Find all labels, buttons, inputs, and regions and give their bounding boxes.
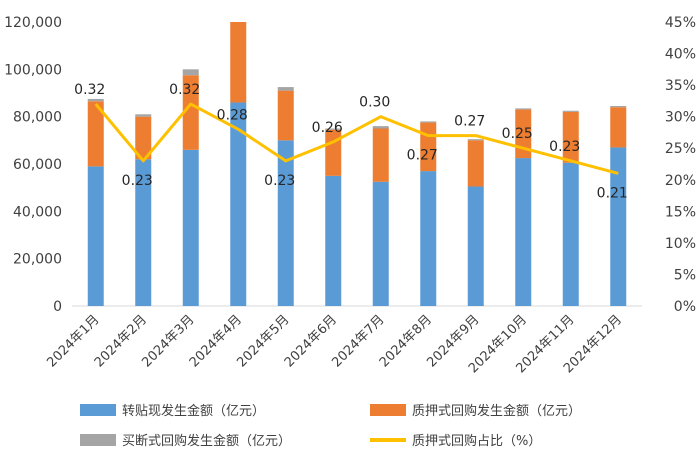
bar-segment-pledged-repo (135, 116, 152, 160)
ratio-data-label: 0.23 (549, 139, 580, 155)
bar-segment-discount (325, 175, 342, 306)
bar-segment-outright-repo (135, 114, 152, 117)
bar-segment-discount (87, 166, 104, 306)
ratio-data-label: 0.21 (597, 185, 628, 201)
y-right-tick-label: 40% (665, 47, 696, 63)
bar-segment-discount (515, 158, 532, 306)
ratio-data-label: 0.27 (407, 148, 438, 164)
y-right-tick-label: 0% (674, 299, 696, 315)
y-right-tick-label: 10% (665, 236, 696, 252)
y-left-tick-label: 100,000 (4, 62, 62, 78)
bar-segment-pledged-repo (87, 101, 104, 167)
legend-item-pledged-ratio: 质押式回购占比（%） (370, 430, 541, 449)
bar-segment-pledged-repo (230, 22, 247, 103)
bar-segment-outright-repo (87, 98, 104, 102)
bar-segment-discount (420, 171, 437, 306)
ratio-data-label: 0.30 (359, 95, 390, 111)
ratio-data-label: 0.23 (264, 173, 295, 189)
legend-swatch-outright-repo (80, 433, 116, 446)
ratio-data-label: 0.23 (122, 173, 153, 189)
bar-segment-discount (277, 140, 294, 306)
y-left-tick-label: 40,000 (13, 204, 62, 220)
bar-segment-outright-repo (420, 121, 437, 123)
ratio-data-label: 0.32 (169, 82, 200, 98)
bar-segment-outright-repo (467, 139, 484, 141)
y-right-tick-label: 15% (665, 204, 696, 220)
y-right-tick-label: 25% (665, 141, 696, 157)
bar-segment-pledged-repo (372, 128, 389, 182)
y-left-tick-label: 20,000 (13, 252, 62, 268)
bar-segment-pledged-repo (182, 75, 199, 150)
bar-segment-discount (182, 149, 199, 306)
legend-swatch-pledged-ratio (370, 437, 406, 442)
ratio-data-label: 0.26 (312, 120, 343, 136)
bar-segment-pledged-repo (610, 107, 627, 148)
ratio-data-label: 0.25 (502, 126, 533, 142)
bar-segment-discount (372, 181, 389, 306)
y-right-tick-label: 35% (665, 78, 696, 94)
bar-segment-outright-repo (277, 87, 294, 91)
chart-plot: 0 20,000 40,000 60,000 80,000 100,000 120,000 0… (4, 15, 696, 376)
bar-segment-discount (562, 162, 579, 306)
y-right-tick-label: 45% (665, 15, 696, 31)
legend-swatch-discount (80, 403, 116, 416)
legend-item-outright-repo: 买断式回购发生金额（亿元） (80, 430, 291, 449)
bar-segment-pledged-repo (325, 129, 342, 176)
bar-segment-pledged-repo (467, 140, 484, 187)
bar-segment-discount (467, 186, 484, 306)
bar-segment-outright-repo (325, 128, 342, 130)
y-left-tick-label: 80,000 (13, 110, 62, 126)
legend-item-discount: 转贴现发生金额（亿元） (80, 400, 265, 419)
y-right-tick-label: 30% (665, 110, 696, 126)
bar-segment-discount (230, 102, 247, 306)
y-right-tick-label: 20% (665, 173, 696, 189)
legend-label-pledged-repo: 质押式回购发生金额（亿元） (412, 404, 582, 419)
ratio-data-label: 0.28 (217, 107, 248, 123)
bar-segment-pledged-repo (562, 111, 579, 163)
ratio-data-label: 0.27 (454, 114, 485, 130)
ratio-line (94, 102, 619, 175)
legend-label-outright-repo: 买断式回购发生金额（亿元） (122, 434, 292, 449)
legend-item-pledged-repo: 质押式回购发生金额（亿元） (370, 400, 581, 419)
legend-label-discount: 转贴现发生金额（亿元） (122, 404, 266, 419)
bar-segment-outright-repo (515, 108, 532, 110)
ratio-data-label: 0.32 (74, 82, 105, 98)
legend-label-pledged-ratio: 质押式回购占比（%） (412, 434, 542, 449)
y-left-tick-label: 120,000 (4, 15, 62, 31)
bar-segment-outright-repo (182, 69, 199, 76)
bar-segment-outright-repo (372, 126, 389, 129)
bar-segment-discount (610, 147, 627, 306)
bar-segment-outright-repo (562, 110, 579, 112)
y-right-tick-label: 5% (674, 267, 696, 283)
y-left-tick-label: 0 (53, 299, 62, 315)
bar-segment-pledged-repo (277, 90, 294, 141)
bar-segment-discount (135, 159, 152, 306)
y-left-tick-label: 60,000 (13, 157, 62, 173)
legend-swatch-pledged-repo (370, 403, 406, 416)
bar-segment-outright-repo (610, 106, 627, 108)
